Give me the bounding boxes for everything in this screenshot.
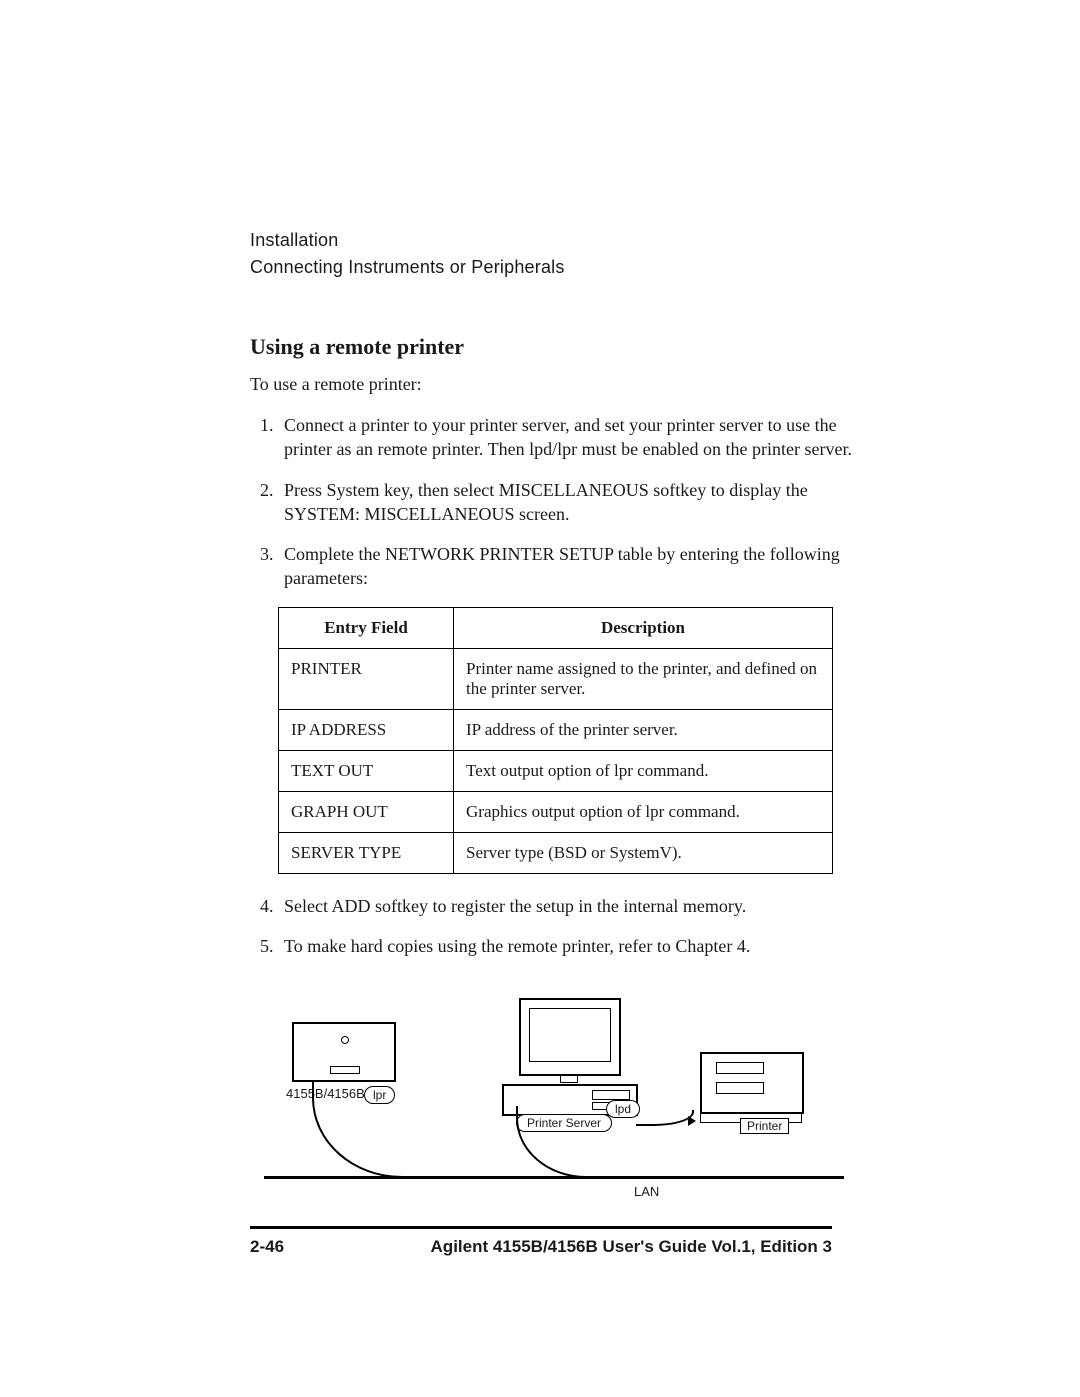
arrow-icon	[688, 1116, 696, 1126]
lan-line	[264, 1176, 844, 1179]
page-number: 2-46	[250, 1237, 284, 1257]
cell-field: IP ADDRESS	[279, 709, 454, 750]
step-item: Connect a printer to your printer server…	[278, 413, 860, 462]
step-item: Select ADD softkey to register the setup…	[278, 894, 860, 918]
lan-label: LAN	[634, 1184, 659, 1199]
server-monitor-stand	[560, 1074, 578, 1083]
step-item: Complete the NETWORK PRINTER SETUP table…	[278, 542, 860, 591]
cell-field: TEXT OUT	[279, 750, 454, 791]
printer-label: Printer	[740, 1118, 789, 1134]
steps-list-continued: Select ADD softkey to register the setup…	[250, 894, 860, 959]
server-monitor-icon	[519, 998, 621, 1076]
table-row: SERVER TYPE Server type (BSD or SystemV)…	[279, 832, 833, 873]
cell-desc: IP address of the printer server.	[454, 709, 833, 750]
page-footer: 2-46 Agilent 4155B/4156B User's Guide Vo…	[250, 1237, 832, 1257]
cell-desc: Text output option of lpr command.	[454, 750, 833, 791]
table-row: GRAPH OUT Graphics output option of lpr …	[279, 791, 833, 832]
section-title: Using a remote printer	[250, 334, 860, 360]
table-header-field: Entry Field	[279, 607, 454, 648]
steps-list: Connect a printer to your printer server…	[250, 413, 860, 591]
table-row: PRINTER Printer name assigned to the pri…	[279, 648, 833, 709]
step-item: To make hard copies using the remote pri…	[278, 934, 860, 958]
section-intro: To use a remote printer:	[250, 374, 860, 395]
table-row: IP ADDRESS IP address of the printer ser…	[279, 709, 833, 750]
lpd-label: lpd	[606, 1100, 640, 1118]
cell-field: SERVER TYPE	[279, 832, 454, 873]
table-header-desc: Description	[454, 607, 833, 648]
cell-desc: Server type (BSD or SystemV).	[454, 832, 833, 873]
cell-desc: Graphics output option of lpr command.	[454, 791, 833, 832]
footer-rule	[250, 1226, 832, 1229]
parameters-table: Entry Field Description PRINTER Printer …	[278, 607, 833, 874]
instrument-icon	[292, 1022, 396, 1082]
cell-desc: Printer name assigned to the printer, an…	[454, 648, 833, 709]
network-diagram: LAN 4155B/4156B lpr lpd Printer Server P…	[264, 998, 844, 1238]
cable-server-to-lan	[516, 1106, 598, 1178]
cable-server-to-printer	[636, 1110, 694, 1126]
cell-field: GRAPH OUT	[279, 791, 454, 832]
printer-icon	[700, 1052, 804, 1114]
section-path: Connecting Instruments or Peripherals	[250, 257, 860, 278]
table-row: TEXT OUT Text output option of lpr comma…	[279, 750, 833, 791]
cable-instrument-to-lan	[312, 1082, 424, 1178]
table-header-row: Entry Field Description	[279, 607, 833, 648]
step-item: Press System key, then select MISCELLANE…	[278, 478, 860, 527]
book-title: Agilent 4155B/4156B User's Guide Vol.1, …	[431, 1237, 832, 1257]
document-page: Installation Connecting Instruments or P…	[0, 0, 1080, 1397]
chapter-name: Installation	[250, 230, 860, 251]
cell-field: PRINTER	[279, 648, 454, 709]
